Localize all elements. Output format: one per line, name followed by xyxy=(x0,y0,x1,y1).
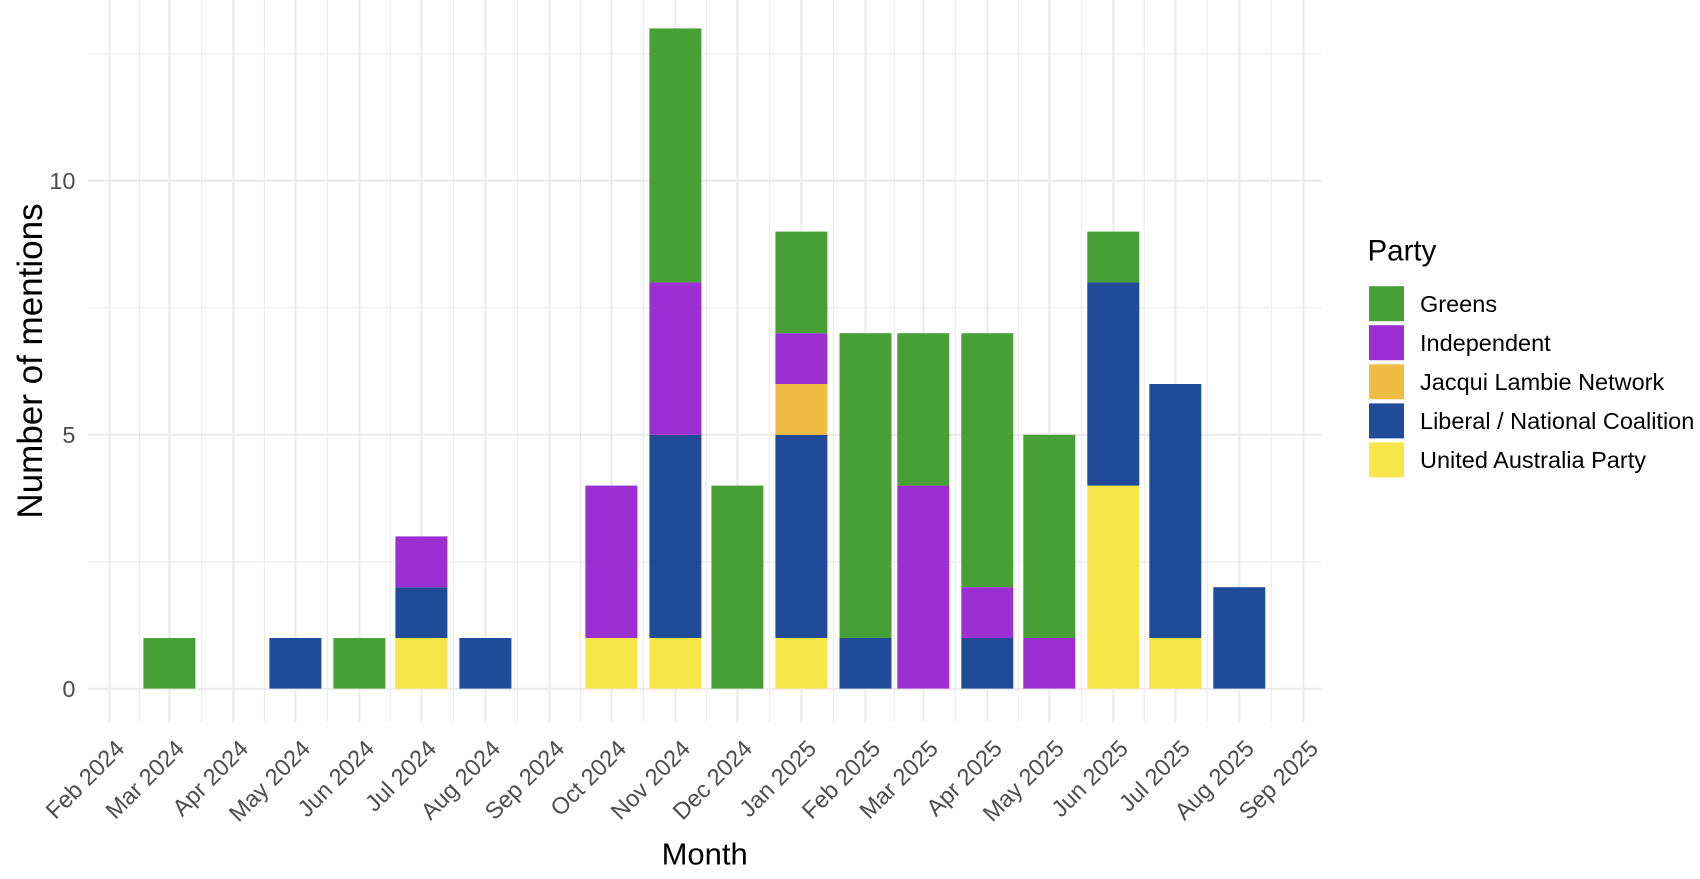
svg-text:Greens: Greens xyxy=(1420,291,1497,317)
svg-text:United Australia Party: United Australia Party xyxy=(1420,447,1646,473)
svg-text:Jacqui Lambie Network: Jacqui Lambie Network xyxy=(1420,369,1664,395)
svg-text:Party: Party xyxy=(1368,235,1437,268)
svg-text:Number of mentions: Number of mentions xyxy=(11,203,50,518)
svg-text:10: 10 xyxy=(49,168,75,194)
svg-text:5: 5 xyxy=(62,422,75,448)
svg-text:Month: Month xyxy=(662,836,748,871)
svg-text:Independent: Independent xyxy=(1420,330,1551,356)
svg-text:Liberal / National Coalition: Liberal / National Coalition xyxy=(1420,408,1694,434)
svg-text:0: 0 xyxy=(62,676,75,702)
